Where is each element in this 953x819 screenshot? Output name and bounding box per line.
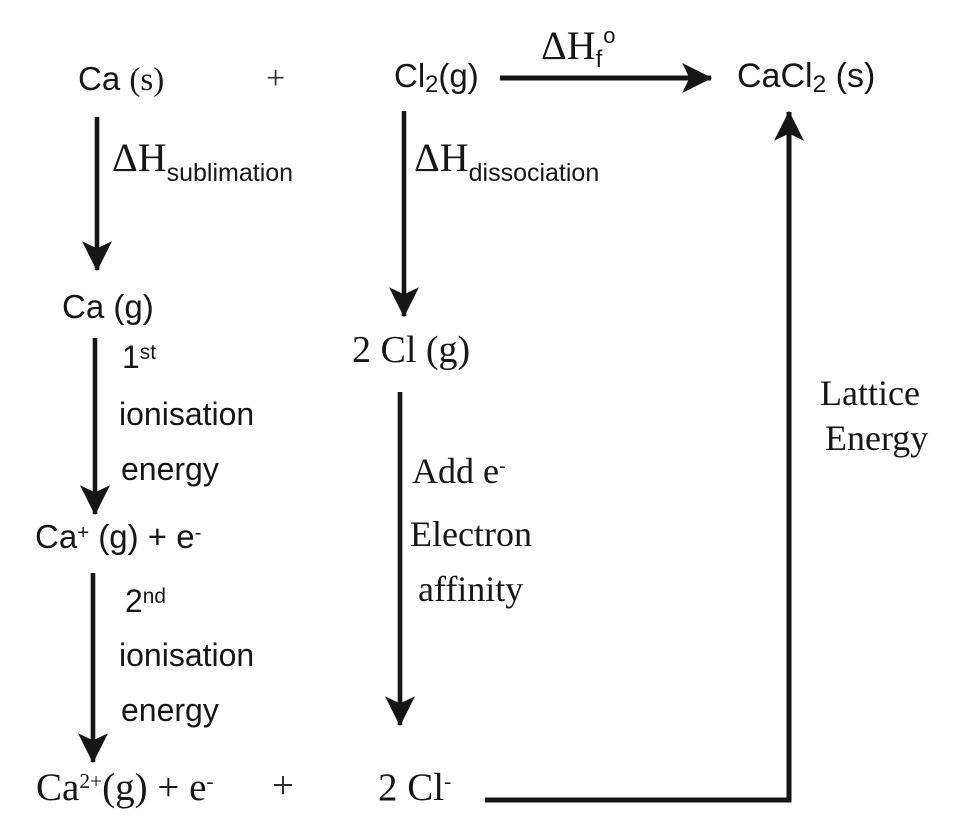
enthalpy-formation-label: ΔHfo	[541, 23, 616, 73]
plus-sign-top: +	[266, 60, 286, 97]
first-ionisation-energy-word: energy	[121, 451, 219, 487]
add-electron-label: Add e-	[412, 451, 506, 491]
lattice-energy-label-line2: Energy	[825, 418, 929, 458]
enthalpy-sublimation-label: ΔHsublimation	[112, 135, 294, 187]
species-cacl2-solid: CaCl2 (s)	[737, 57, 876, 99]
first-ionisation-ordinal: 1st	[122, 339, 156, 375]
enthalpy-dissociation-label: ΔHdissociation	[414, 135, 600, 187]
second-ionisation-ordinal: 2nd	[125, 583, 166, 619]
electron-affinity-label-line1: Electron	[410, 514, 532, 554]
species-cl2-gas: Cl2(g)	[394, 57, 479, 99]
plus-sign-bottom: +	[272, 764, 294, 807]
species-2cl-gas: 2 Cl (g)	[352, 329, 471, 371]
species-2cl-minus: 2 Cl-	[378, 766, 452, 809]
first-ionisation-word: ionisation	[119, 396, 255, 432]
second-ionisation-word: ionisation	[119, 637, 255, 673]
lattice-energy-arrow	[485, 110, 804, 803]
second-ionisation-energy-word: energy	[121, 692, 219, 728]
species-ca-plus: Ca+ (g) + e-	[35, 518, 202, 555]
species-ca-gas: Ca (g)	[62, 288, 154, 325]
species-ca-solid: Ca (s)	[78, 60, 165, 98]
species-ca-2plus: Ca2+(g) + e-	[36, 766, 214, 809]
electron-affinity-label-line2: affinity	[418, 569, 524, 609]
lattice-energy-label-line1: Lattice	[820, 373, 920, 413]
